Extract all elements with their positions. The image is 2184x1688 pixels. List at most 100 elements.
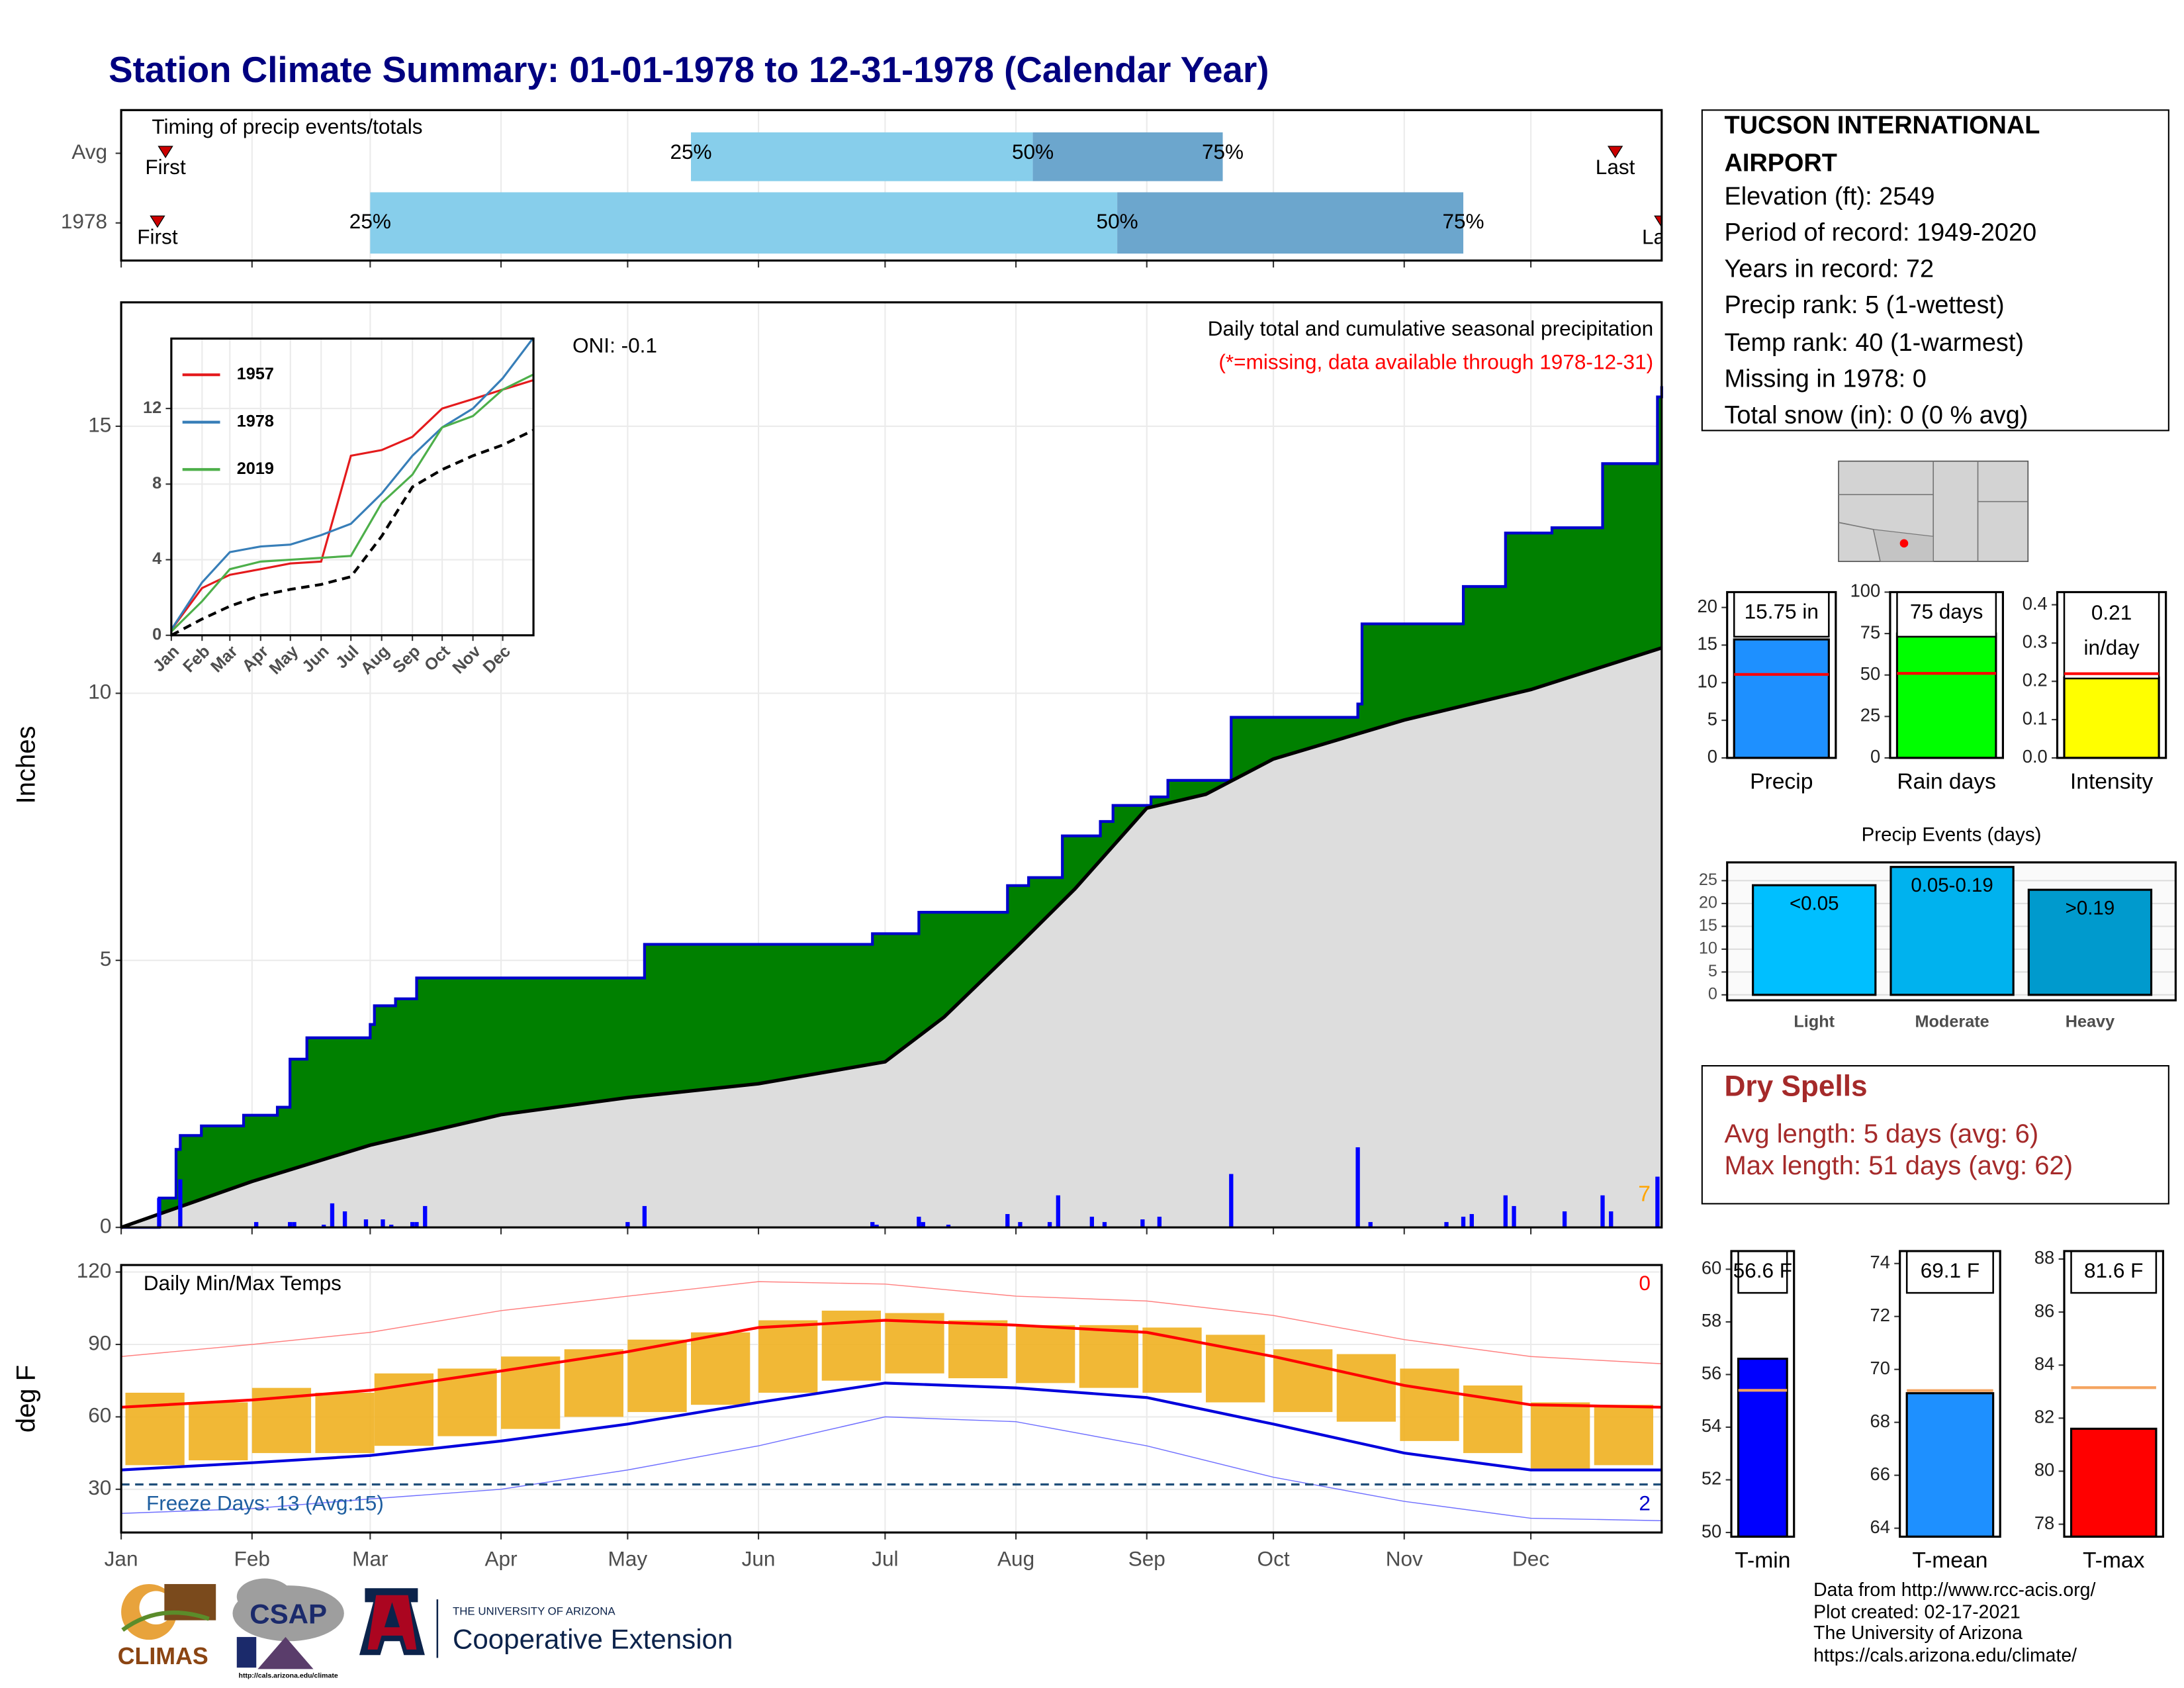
station-info: Elevation (ft): 2549 bbox=[1724, 183, 1934, 211]
daily-precip-bar bbox=[1229, 1174, 1234, 1228]
logo-text: CLIMAS bbox=[118, 1643, 208, 1669]
daily-precip-bar bbox=[642, 1205, 647, 1228]
bar bbox=[1895, 632, 1997, 759]
station-info: Total snow (in): 0 (0 % avg) bbox=[1724, 401, 2028, 429]
x-tick-label: Moderate bbox=[1915, 1012, 1989, 1031]
daily-precip-bar bbox=[1056, 1195, 1060, 1228]
credit: https://cals.arizona.edu/climate/ bbox=[1813, 1645, 2077, 1666]
y-tick-label: 0.3 bbox=[2023, 632, 2048, 652]
plot-frame bbox=[1889, 590, 2004, 759]
x-tick-label: T-min bbox=[1735, 1548, 1790, 1573]
value-label: 0.21 in/day bbox=[2083, 601, 2139, 660]
station-name: TUCSON INTERNATIONAL bbox=[1724, 112, 2040, 140]
x-tick-label: Oct bbox=[1257, 1547, 1290, 1571]
y-tick-label: 25 bbox=[1860, 705, 1880, 726]
y-tick-label: 100 bbox=[1850, 581, 1881, 601]
daily-precip-bar bbox=[1005, 1214, 1010, 1228]
chart-note: (*=missing, data available through 1978-… bbox=[1218, 350, 1653, 374]
dry-spells-box bbox=[1701, 1064, 2169, 1205]
record-count: 2 bbox=[1639, 1491, 1651, 1515]
daily-precip-bar bbox=[1469, 1214, 1474, 1228]
page-title: Station Climate Summary: 01-01-1978 to 1… bbox=[109, 49, 1269, 90]
plot-frame bbox=[120, 1264, 1663, 1534]
value-label-box bbox=[2063, 591, 2160, 680]
value-label-box bbox=[1896, 591, 1997, 638]
daily-temp-bar bbox=[1594, 1405, 1654, 1466]
value-label-box bbox=[1905, 1250, 1994, 1294]
value-label-box bbox=[1733, 591, 1830, 638]
y-tick-label: 0.1 bbox=[2023, 708, 2048, 728]
daily-temp-bar bbox=[758, 1320, 818, 1393]
y-tick-label: 10 bbox=[1698, 671, 1717, 692]
row-label: Avg bbox=[71, 140, 107, 164]
y-tick-label: 88 bbox=[2034, 1247, 2054, 1268]
value-label: 69.1 F bbox=[1921, 1258, 1979, 1282]
y-tick-label: 5 bbox=[1708, 962, 1717, 980]
y-tick-label: 54 bbox=[1702, 1415, 1721, 1436]
daily-precip-bar bbox=[381, 1219, 385, 1228]
daily-precip-bar bbox=[1089, 1217, 1095, 1228]
y-tick-label: 0 bbox=[1870, 746, 1880, 767]
climas-logo: CLIMAS bbox=[118, 1583, 216, 1669]
y-tick-label: 82 bbox=[2034, 1407, 2054, 1427]
daily-precip-bar bbox=[1018, 1222, 1023, 1228]
quartile-label: 75% bbox=[1442, 209, 1484, 233]
quartile-label: 25% bbox=[670, 140, 711, 164]
legend-label: 2019 bbox=[237, 459, 274, 478]
quartile-label: 50% bbox=[1097, 209, 1138, 233]
quartile-bar bbox=[1117, 192, 1464, 254]
y-tick-label: 15 bbox=[1698, 633, 1717, 654]
daily-precip-bar bbox=[921, 1222, 925, 1228]
station-info: Years in record: 72 bbox=[1724, 255, 1934, 283]
plot-frame bbox=[2056, 590, 2167, 759]
y-tick-label: 0.2 bbox=[2023, 669, 2048, 690]
daily-precip-bar bbox=[254, 1222, 259, 1228]
timing-marker bbox=[150, 215, 165, 228]
y-tick-label: 10 bbox=[1699, 939, 1717, 958]
bar-label: >0.19 bbox=[2066, 897, 2115, 919]
quartile-bar bbox=[370, 192, 1118, 254]
records-count: 7 bbox=[1638, 1182, 1651, 1207]
x-tick-label: Rain days bbox=[1897, 770, 1996, 794]
y-tick-label: 50 bbox=[1702, 1521, 1721, 1541]
value-label-box bbox=[1737, 1250, 1788, 1294]
x-tick-label: T-mean bbox=[1912, 1548, 1987, 1573]
bar-label: <0.05 bbox=[1790, 893, 1839, 915]
record-count: 0 bbox=[1639, 1271, 1651, 1295]
y-tick-label: 0 bbox=[1708, 985, 1717, 1004]
plot-frame bbox=[170, 337, 535, 637]
quartile-label: 50% bbox=[1012, 140, 1054, 164]
daily-temp-bar bbox=[948, 1320, 1008, 1379]
legend-label: 1978 bbox=[237, 412, 274, 430]
plot-frame bbox=[1730, 1250, 1796, 1538]
row-label: 1978 bbox=[61, 209, 107, 233]
y-tick-label: 0 bbox=[1707, 746, 1717, 767]
normal-line bbox=[120, 1319, 1662, 1409]
value-label: 75 days bbox=[1910, 599, 1983, 623]
daily-precip-bar bbox=[870, 1222, 875, 1228]
plot-frame bbox=[1899, 1250, 2001, 1538]
credit: The University of Arizona bbox=[1813, 1622, 2023, 1644]
daily-precip-bar bbox=[1368, 1222, 1373, 1228]
y-tick-label: 15 bbox=[1699, 916, 1717, 935]
normal-line bbox=[121, 1416, 1662, 1521]
timing-label: First bbox=[145, 155, 186, 179]
y-axis-label: deg F bbox=[12, 1365, 41, 1432]
daily-precip-bar bbox=[1600, 1195, 1605, 1228]
cumulative-area bbox=[121, 647, 1662, 1228]
y-tick-label: 90 bbox=[88, 1331, 111, 1354]
x-tick-label: Intensity bbox=[2070, 770, 2154, 794]
bar bbox=[1737, 1358, 1788, 1538]
normal-line bbox=[121, 1281, 1662, 1364]
y-tick-label: 78 bbox=[2034, 1513, 2054, 1533]
x-tick-label: Aug bbox=[997, 1547, 1034, 1571]
inset-background bbox=[171, 338, 534, 635]
daily-precip-bar bbox=[389, 1225, 394, 1228]
y-tick-label: 68 bbox=[1870, 1411, 1890, 1431]
timing-label: Last bbox=[1642, 224, 1682, 248]
daily-precip-bar bbox=[1461, 1217, 1466, 1228]
y-tick-label: 5 bbox=[1707, 708, 1717, 729]
dry-spells-line: Avg length: 5 days (avg: 6) bbox=[1724, 1119, 2038, 1149]
y-tick-label: 60 bbox=[1702, 1258, 1721, 1278]
daily-precip-bar bbox=[322, 1225, 326, 1228]
